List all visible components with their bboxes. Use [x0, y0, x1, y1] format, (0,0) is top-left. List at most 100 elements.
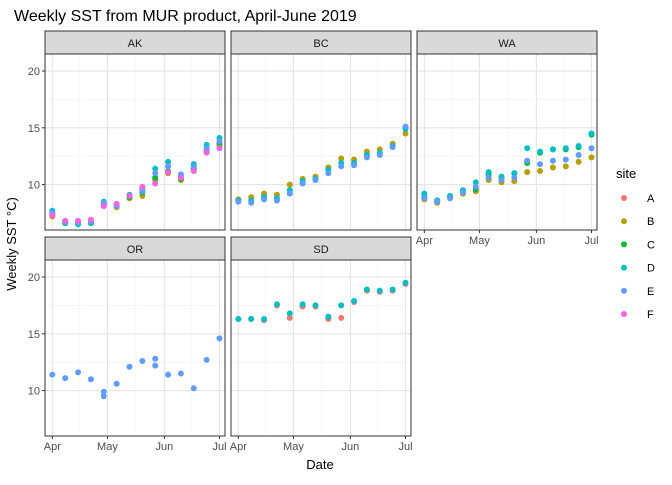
- x-axis-label: Date: [306, 457, 333, 472]
- data-point: [49, 212, 56, 219]
- data-point: [537, 148, 544, 155]
- data-point: [139, 188, 146, 195]
- data-point: [325, 170, 332, 177]
- y-tick-label: 10: [28, 180, 40, 192]
- x-tick-label: Jun: [528, 235, 546, 247]
- y-tick-label: 15: [28, 123, 40, 135]
- data-point: [524, 169, 531, 176]
- data-point: [549, 164, 556, 171]
- panel-bc: BC: [230, 30, 412, 231]
- legend-label: E: [647, 286, 654, 298]
- data-point: [575, 142, 582, 149]
- data-point: [351, 297, 358, 304]
- data-point: [485, 169, 492, 176]
- data-point: [113, 200, 120, 207]
- data-point: [338, 155, 345, 162]
- data-point: [100, 203, 107, 210]
- data-point: [152, 170, 159, 177]
- x-tick-label: Jun: [156, 441, 174, 453]
- chart-title: Weekly SST from MUR product, April-June …: [14, 8, 357, 25]
- series-e: [421, 145, 595, 205]
- panel-background: [231, 260, 411, 436]
- panel-border: [416, 53, 598, 231]
- y-tick-label: 20: [28, 66, 40, 78]
- data-point: [402, 123, 409, 130]
- y-axis-label: Weekly SST °C): [4, 197, 19, 291]
- data-point: [190, 163, 197, 170]
- data-point: [152, 362, 159, 369]
- data-point: [588, 154, 595, 161]
- data-point: [235, 316, 242, 323]
- data-point: [165, 169, 172, 176]
- legend-item-e: E: [621, 286, 654, 298]
- data-point: [338, 302, 345, 309]
- data-point: [235, 198, 242, 205]
- panel-border: [44, 53, 226, 231]
- panel-background: [231, 54, 411, 230]
- panel-strip-label: BC: [313, 38, 328, 50]
- data-point: [549, 146, 556, 153]
- data-point: [363, 286, 370, 293]
- data-point: [203, 356, 210, 363]
- panel-border: [230, 259, 412, 437]
- data-point: [376, 287, 383, 294]
- data-point: [165, 163, 172, 170]
- legend-label: D: [647, 263, 655, 275]
- panels-layer: AK 10 15 20 BC WA Apr May Jun Jul OR 10 15 20 Apr May Ju…: [28, 30, 599, 453]
- data-point: [325, 313, 332, 320]
- legend-key: [621, 264, 627, 271]
- data-point: [286, 181, 293, 188]
- legend-item-b: B: [621, 216, 654, 228]
- data-point: [402, 130, 409, 137]
- legend-label: B: [647, 216, 654, 228]
- x-tick-label: May: [283, 441, 304, 453]
- panel-or: OR 10 15 20 Apr May Jun Jul: [28, 236, 227, 453]
- data-point: [588, 145, 595, 152]
- legend-key: [621, 195, 627, 201]
- data-point: [177, 370, 184, 377]
- panel-sd: SD Apr May Jun Jul: [230, 236, 413, 453]
- data-point: [216, 335, 223, 342]
- data-point: [203, 145, 210, 152]
- series-e: [235, 123, 409, 206]
- data-point: [177, 174, 184, 181]
- x-tick-label: Apr: [416, 235, 433, 247]
- x-tick-label: Apr: [44, 441, 61, 453]
- legend-key: [621, 241, 627, 248]
- data-point: [139, 183, 146, 190]
- series-d: [235, 279, 409, 323]
- x-tick-label: Jun: [342, 441, 360, 453]
- data-point: [100, 393, 107, 400]
- data-point: [511, 170, 518, 177]
- data-point: [524, 145, 531, 152]
- y-tick-label: 20: [28, 272, 40, 284]
- data-point: [312, 302, 319, 309]
- data-point: [261, 196, 268, 203]
- data-point: [312, 177, 319, 184]
- data-point: [190, 385, 197, 392]
- panel-background: [45, 260, 225, 436]
- data-point: [575, 158, 582, 165]
- data-point: [87, 376, 94, 383]
- data-point: [49, 371, 56, 378]
- series-f: [49, 145, 223, 224]
- legend-label: C: [647, 239, 655, 251]
- data-point: [299, 301, 306, 308]
- legend-item-d: D: [621, 263, 655, 275]
- data-point: [562, 145, 569, 152]
- data-point: [485, 174, 492, 181]
- x-tick-label: Jul: [584, 235, 598, 247]
- data-point: [126, 192, 133, 199]
- data-point: [575, 152, 582, 159]
- legend-key: [621, 218, 627, 225]
- panel-ak: AK 10 15 20: [28, 30, 226, 231]
- data-point: [113, 380, 120, 387]
- data-point: [562, 163, 569, 170]
- legend-title: site: [616, 166, 636, 181]
- x-tick-label: Apr: [230, 441, 247, 453]
- data-point: [152, 355, 159, 362]
- data-point: [165, 371, 172, 378]
- panel-border: [44, 259, 226, 437]
- data-point: [190, 167, 197, 174]
